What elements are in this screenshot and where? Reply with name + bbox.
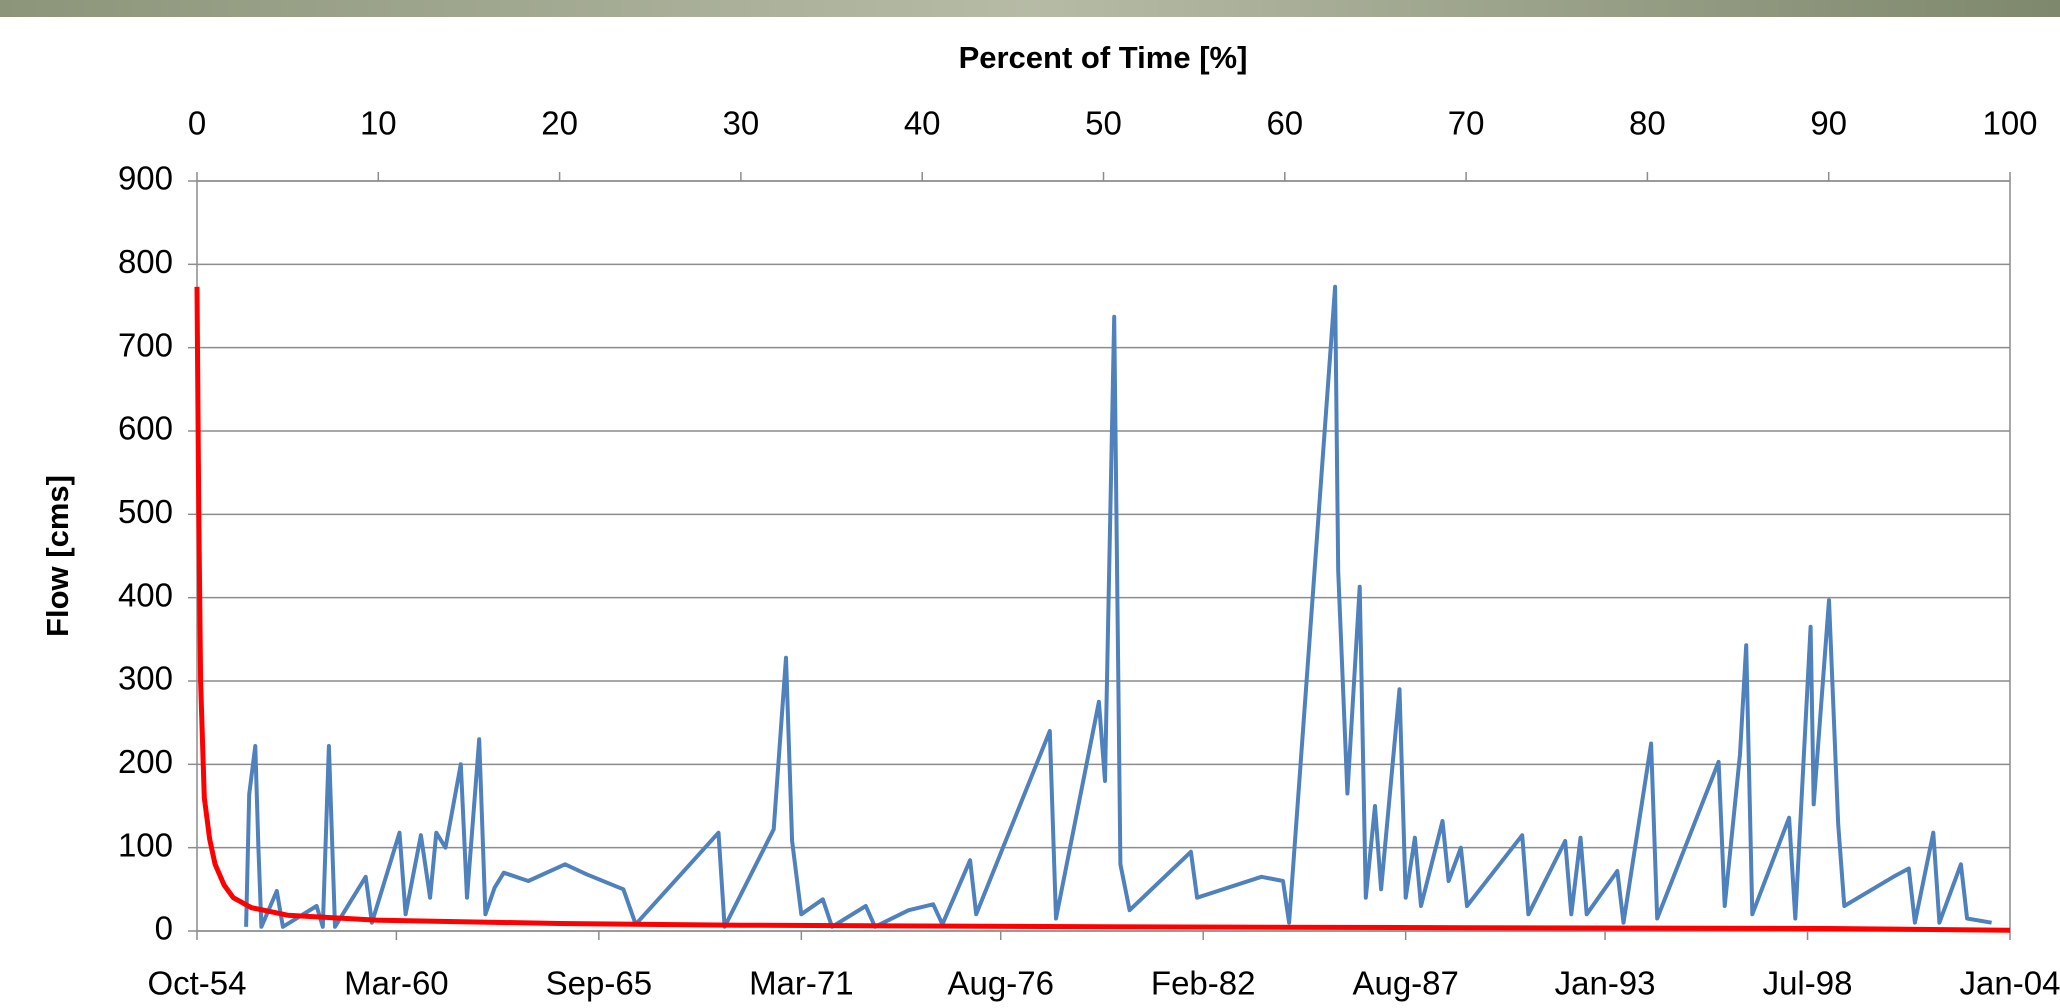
y-tick-label: 900 xyxy=(118,160,173,197)
duration-curve xyxy=(194,286,2011,933)
x2-tick-label: 0 xyxy=(188,105,206,142)
x2-axis-title: Percent of Time [%] xyxy=(959,40,1248,75)
x-tick-label: Mar-71 xyxy=(749,965,854,1002)
flow-line xyxy=(244,284,1992,929)
x-tick-label: Jul-98 xyxy=(1763,965,1853,1002)
y-tick-label: 200 xyxy=(118,743,173,780)
x2-tick-label: 80 xyxy=(1629,105,1666,142)
y-tick-label: 0 xyxy=(155,910,173,947)
y-axis-title: Flow [cms] xyxy=(40,475,75,637)
x2-tick-label: 50 xyxy=(1085,105,1122,142)
x-tick-label: Sep-65 xyxy=(546,965,652,1002)
x2-tick-label: 100 xyxy=(1982,105,2037,142)
y-tick-label: 800 xyxy=(118,243,173,280)
x-tick-label: Aug-76 xyxy=(948,965,1054,1002)
plot-frame xyxy=(196,180,2011,932)
y-tick-label: 600 xyxy=(118,410,173,447)
x2-tick-label: 20 xyxy=(541,105,578,142)
x2-tick-label: 90 xyxy=(1810,105,1847,142)
x-tick-label: Feb-82 xyxy=(1151,965,1256,1002)
x2-tick-label: 70 xyxy=(1448,105,1485,142)
x2-tick-label: 30 xyxy=(723,105,760,142)
y-tick-label: 400 xyxy=(118,576,173,613)
y-tick-label: 100 xyxy=(118,826,173,863)
x2-tick-label: 40 xyxy=(904,105,941,142)
header-strip xyxy=(0,0,2060,17)
x-tick-label: Oct-54 xyxy=(147,965,246,1002)
x-tick-label: Aug-87 xyxy=(1352,965,1458,1002)
x2-tick-label: 10 xyxy=(360,105,397,142)
y-tick-label: 500 xyxy=(118,493,173,530)
x-tick-label: Mar-60 xyxy=(344,965,449,1002)
x-tick-label: Jan-04 xyxy=(1960,965,2060,1002)
y-tick-label: 300 xyxy=(118,660,173,697)
x-tick-label: Jan-93 xyxy=(1555,965,1656,1002)
x2-tick-label: 60 xyxy=(1266,105,1303,142)
y-tick-label: 700 xyxy=(118,326,173,363)
